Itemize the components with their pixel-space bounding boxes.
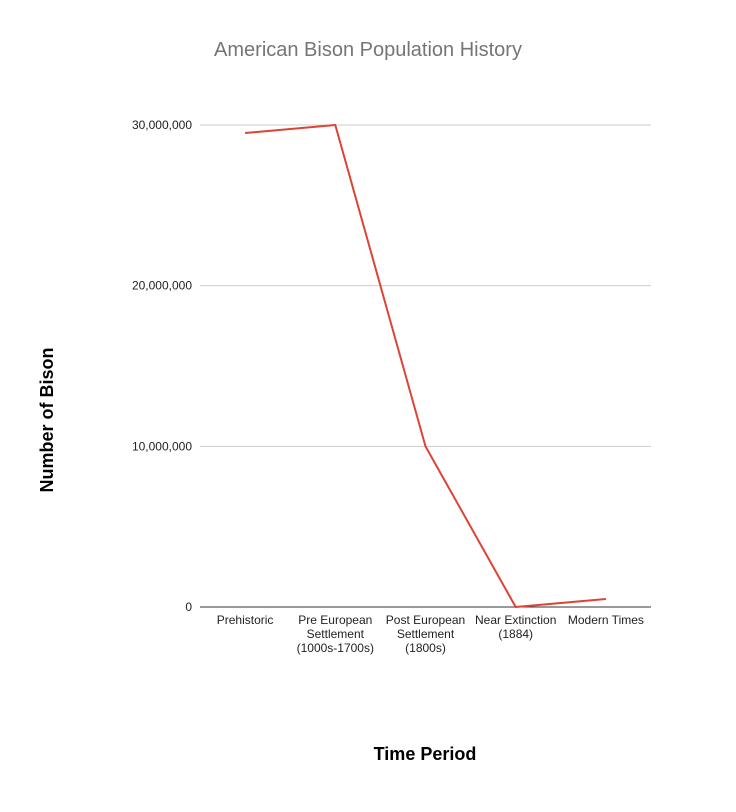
y-axis-title: Number of Bison xyxy=(37,347,57,492)
x-axis-title: Time Period xyxy=(374,744,477,764)
x-tick-label: Modern Times xyxy=(568,613,644,627)
series-lines xyxy=(245,124,606,608)
y-tick-label: 30,000,000 xyxy=(132,118,192,132)
gridlines xyxy=(200,124,651,608)
y-tick-label: 10,000,000 xyxy=(132,439,192,453)
x-tick-label: Post European Settlement (1800s) xyxy=(386,613,465,655)
x-tick-label: Near Extinction (1884) xyxy=(475,613,556,641)
x-tick-label: Prehistoric xyxy=(217,613,274,627)
x-tick-labels: Prehistoric Pre European Settlement (1000s-… xyxy=(217,613,644,655)
chart-title: American Bison Population History xyxy=(214,39,522,61)
x-tick-label: Pre European Settlement (1000s-1700s) xyxy=(297,613,374,655)
series-line xyxy=(245,124,606,608)
y-tick-label: 0 xyxy=(185,600,192,614)
y-tick-labels: 0 10,000,000 20,000,000 30,000,000 xyxy=(132,118,192,614)
y-tick-label: 20,000,000 xyxy=(132,279,192,293)
